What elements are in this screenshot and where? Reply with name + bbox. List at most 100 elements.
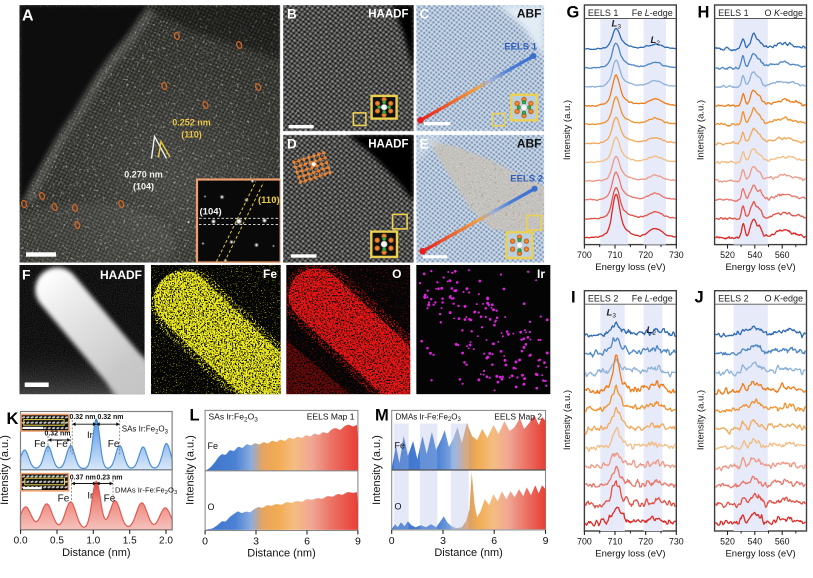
svg-text:540: 540	[747, 537, 762, 547]
svg-text:Energy loss (eV): Energy loss (eV)	[725, 262, 795, 273]
svg-text:O: O	[395, 502, 402, 512]
svg-text:SAs Ir:Fe2O3: SAs Ir:Fe2O3	[122, 425, 169, 436]
svg-text:0.0: 0.0	[14, 535, 28, 546]
svg-text:(110): (110)	[258, 195, 280, 206]
svg-text:M: M	[375, 407, 389, 425]
svg-text:EELS Map 1: EELS Map 1	[307, 412, 355, 422]
svg-text:(110): (110)	[181, 130, 202, 140]
svg-text:L2: L2	[651, 35, 661, 47]
svg-text:Fe: Fe	[104, 494, 116, 505]
svg-text:Fe: Fe	[208, 441, 219, 451]
svg-text:0.32 nm: 0.32 nm	[44, 430, 70, 437]
svg-text:Ir: Ir	[87, 430, 93, 441]
svg-text:0.252 nm: 0.252 nm	[172, 118, 211, 128]
svg-text:EELS Map 2: EELS Map 2	[494, 412, 542, 422]
svg-text:710: 710	[608, 537, 623, 547]
svg-text:730: 730	[669, 537, 684, 547]
svg-text:Intensity (a.u.): Intensity (a.u.)	[562, 100, 573, 160]
svg-text:(104): (104)	[200, 207, 222, 218]
svg-text:EELS 2: EELS 2	[588, 294, 619, 304]
svg-text:Fe L-edge: Fe L-edge	[632, 8, 673, 18]
svg-text:710: 710	[608, 250, 623, 260]
svg-text:HAADF: HAADF	[100, 268, 142, 282]
svg-text:EELS 1: EELS 1	[588, 8, 619, 18]
svg-text:EELS 2: EELS 2	[510, 174, 543, 185]
svg-text:Ir: Ir	[87, 491, 93, 502]
svg-text:700: 700	[577, 250, 592, 260]
svg-text:Intensity (a.u.): Intensity (a.u.)	[0, 435, 11, 505]
svg-text:0.5: 0.5	[50, 535, 64, 546]
svg-text:700: 700	[577, 537, 592, 547]
svg-text:DMAs Ir-Fe:Fe2O3: DMAs Ir-Fe:Fe2O3	[115, 486, 177, 497]
svg-text:1.0: 1.0	[86, 535, 100, 546]
svg-text:Intensity (a.u.): Intensity (a.u.)	[562, 390, 573, 450]
svg-text:2.0: 2.0	[159, 535, 173, 546]
svg-text:D: D	[287, 137, 297, 152]
svg-text:540: 540	[747, 250, 762, 260]
svg-text:HAADF: HAADF	[368, 139, 408, 151]
svg-text:A: A	[22, 8, 34, 25]
svg-text:9: 9	[543, 535, 549, 547]
svg-text:G: G	[567, 4, 580, 22]
svg-text:6: 6	[304, 536, 310, 548]
svg-text:Intensity (a.u.): Intensity (a.u.)	[371, 435, 383, 505]
svg-text:L2: L2	[647, 325, 657, 337]
svg-text:Fe: Fe	[395, 441, 406, 451]
svg-text:EELS 2: EELS 2	[718, 294, 749, 304]
svg-text:0.32 nm: 0.32 nm	[97, 414, 123, 421]
svg-text:520: 520	[720, 537, 735, 547]
svg-text:SAs Ir:Fe2O3: SAs Ir:Fe2O3	[209, 412, 259, 424]
svg-text:B: B	[287, 7, 297, 22]
svg-text:HAADF: HAADF	[368, 9, 408, 21]
svg-text:0.37 nm: 0.37 nm	[70, 474, 96, 481]
svg-text:(104): (104)	[133, 182, 154, 192]
svg-text:Ir: Ir	[537, 267, 545, 281]
svg-text:560: 560	[775, 537, 790, 547]
svg-text:720: 720	[638, 250, 653, 260]
svg-text:0.270 nm: 0.270 nm	[124, 170, 163, 180]
svg-text:O K-edge: O K-edge	[764, 8, 803, 18]
svg-text:I: I	[571, 289, 576, 307]
svg-text:DMAs Ir-Fe:Fe2O3: DMAs Ir-Fe:Fe2O3	[396, 413, 462, 424]
svg-text:560: 560	[775, 250, 790, 260]
svg-text:6: 6	[491, 535, 497, 547]
svg-text:L3: L3	[607, 308, 617, 320]
svg-text:Intensity (a.u.): Intensity (a.u.)	[696, 390, 707, 450]
svg-text:O: O	[392, 267, 401, 281]
svg-text:O K-edge: O K-edge	[764, 294, 803, 304]
svg-text:Fe: Fe	[58, 494, 70, 505]
svg-text:Fe: Fe	[34, 439, 46, 450]
svg-text:720: 720	[638, 537, 653, 547]
svg-text:Fe: Fe	[56, 439, 68, 450]
svg-text:H: H	[698, 4, 710, 22]
svg-text:Fe L-edge: Fe L-edge	[632, 294, 673, 304]
svg-text:F: F	[22, 267, 31, 283]
svg-text:Intensity (a.u.): Intensity (a.u.)	[185, 435, 197, 505]
svg-text:O: O	[208, 502, 215, 512]
svg-text:J: J	[695, 289, 704, 307]
svg-text:0.32 nm: 0.32 nm	[69, 414, 95, 421]
svg-text:9: 9	[355, 536, 361, 548]
svg-text:C: C	[420, 7, 430, 22]
svg-text:EELS 1: EELS 1	[504, 42, 537, 53]
svg-text:K: K	[7, 410, 19, 428]
svg-text:L3: L3	[612, 19, 622, 31]
svg-text:E: E	[420, 137, 429, 152]
svg-text:ABF: ABF	[517, 7, 542, 21]
svg-text:Energy loss (eV): Energy loss (eV)	[725, 549, 795, 560]
svg-text:3: 3	[253, 536, 259, 548]
svg-text:EELS 1: EELS 1	[718, 8, 749, 18]
svg-text:730: 730	[669, 250, 684, 260]
svg-text:1.5: 1.5	[123, 535, 137, 546]
svg-text:3: 3	[440, 535, 446, 547]
svg-text:520: 520	[720, 250, 735, 260]
svg-text:Distance (nm): Distance (nm)	[434, 547, 502, 559]
svg-text:0: 0	[202, 536, 208, 548]
svg-text:Distance (nm): Distance (nm)	[62, 547, 130, 559]
svg-text:Distance (nm): Distance (nm)	[247, 548, 315, 560]
svg-text:0: 0	[389, 535, 395, 547]
svg-text:ABF: ABF	[517, 137, 542, 151]
svg-text:Energy loss (eV): Energy loss (eV)	[595, 262, 665, 273]
svg-text:Intensity (a.u.): Intensity (a.u.)	[696, 100, 707, 160]
svg-text:Fe: Fe	[263, 267, 277, 281]
